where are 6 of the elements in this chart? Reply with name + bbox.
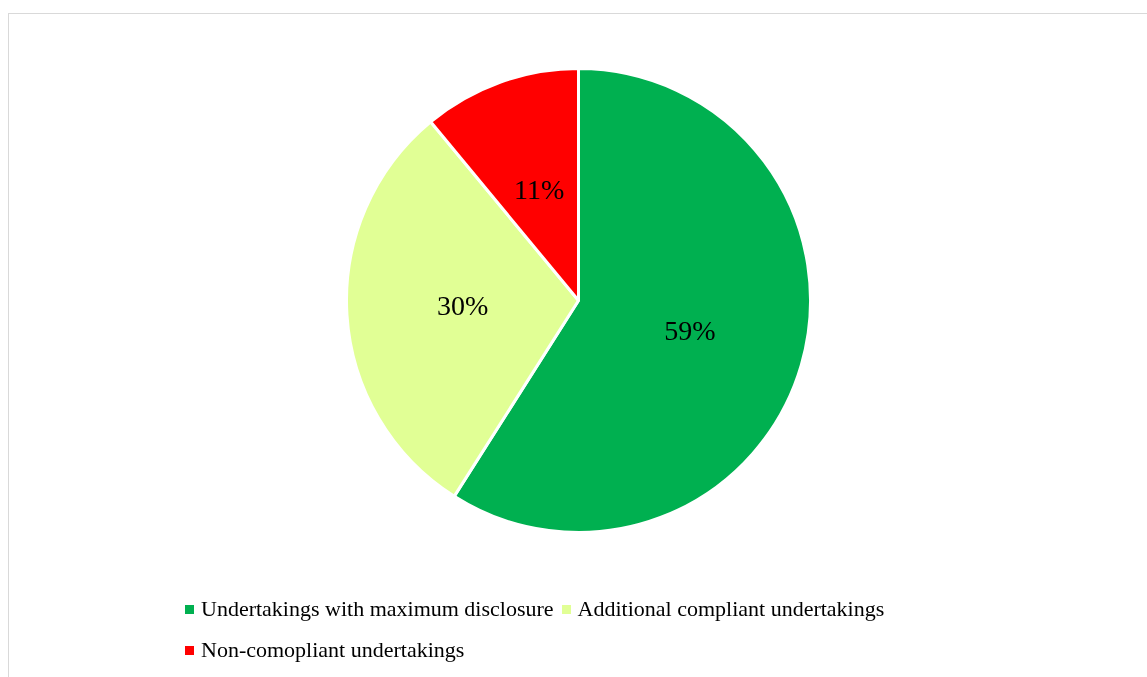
legend-label: Additional compliant undertakings: [577, 596, 885, 622]
data-label: 11%: [514, 173, 565, 205]
data-label: 59%: [664, 315, 716, 347]
legend-label: Undertakings with maximum disclosure: [201, 596, 554, 622]
legend-label: Non-comopliant undertakings: [201, 637, 465, 663]
data-label: 30%: [437, 290, 489, 322]
